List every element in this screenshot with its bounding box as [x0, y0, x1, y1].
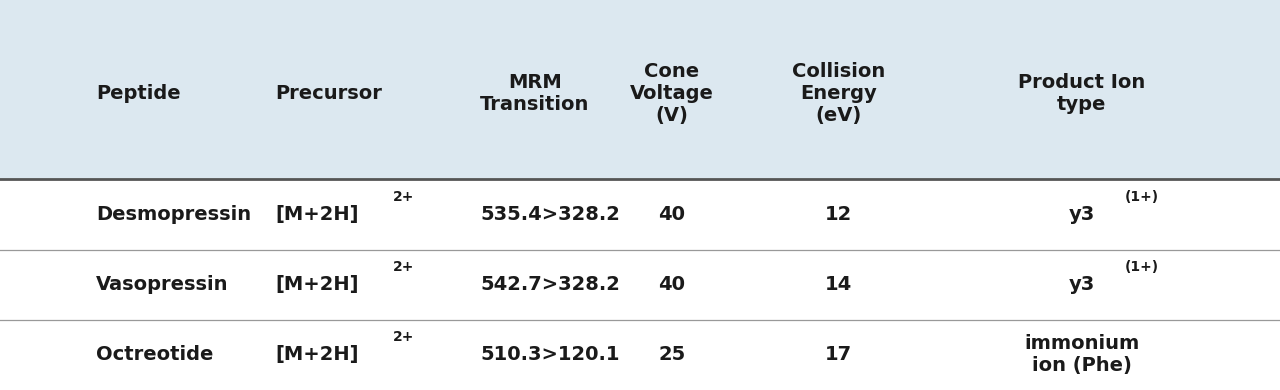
Text: Product Ion
type: Product Ion type — [1018, 73, 1146, 114]
Text: 2+: 2+ — [393, 330, 415, 344]
Text: Precursor: Precursor — [275, 84, 381, 103]
Text: [M+2H]: [M+2H] — [275, 346, 358, 364]
Text: 2+: 2+ — [393, 260, 415, 274]
Bar — [0, 8, 1280, 179]
Text: 25: 25 — [658, 346, 686, 364]
Text: 14: 14 — [824, 275, 852, 294]
Text: immonium
ion (Phe): immonium ion (Phe) — [1024, 334, 1139, 376]
Text: (1+): (1+) — [1125, 260, 1158, 274]
Text: Peptide: Peptide — [96, 84, 180, 103]
Text: Octreotide: Octreotide — [96, 346, 214, 364]
Text: [M+2H]: [M+2H] — [275, 275, 358, 294]
Text: MRM
Transition: MRM Transition — [480, 73, 589, 114]
Text: Desmopressin: Desmopressin — [96, 205, 251, 224]
Text: 535.4>328.2: 535.4>328.2 — [480, 205, 620, 224]
Text: y3: y3 — [1069, 275, 1094, 294]
Text: 510.3>120.1: 510.3>120.1 — [480, 346, 620, 364]
Text: 12: 12 — [824, 205, 852, 224]
Text: 17: 17 — [824, 346, 852, 364]
Text: [M+2H]: [M+2H] — [275, 205, 358, 224]
Text: Vasopressin: Vasopressin — [96, 275, 229, 294]
Text: 40: 40 — [658, 275, 686, 294]
Bar — [0, 179, 1280, 390]
Text: Collision
Energy
(eV): Collision Energy (eV) — [792, 62, 884, 125]
Text: y3: y3 — [1069, 205, 1094, 224]
Text: 2+: 2+ — [393, 190, 415, 204]
Text: (1+): (1+) — [1125, 190, 1158, 204]
Text: 40: 40 — [658, 205, 686, 224]
Text: Cone
Voltage
(V): Cone Voltage (V) — [630, 62, 714, 125]
Text: 542.7>328.2: 542.7>328.2 — [480, 275, 620, 294]
